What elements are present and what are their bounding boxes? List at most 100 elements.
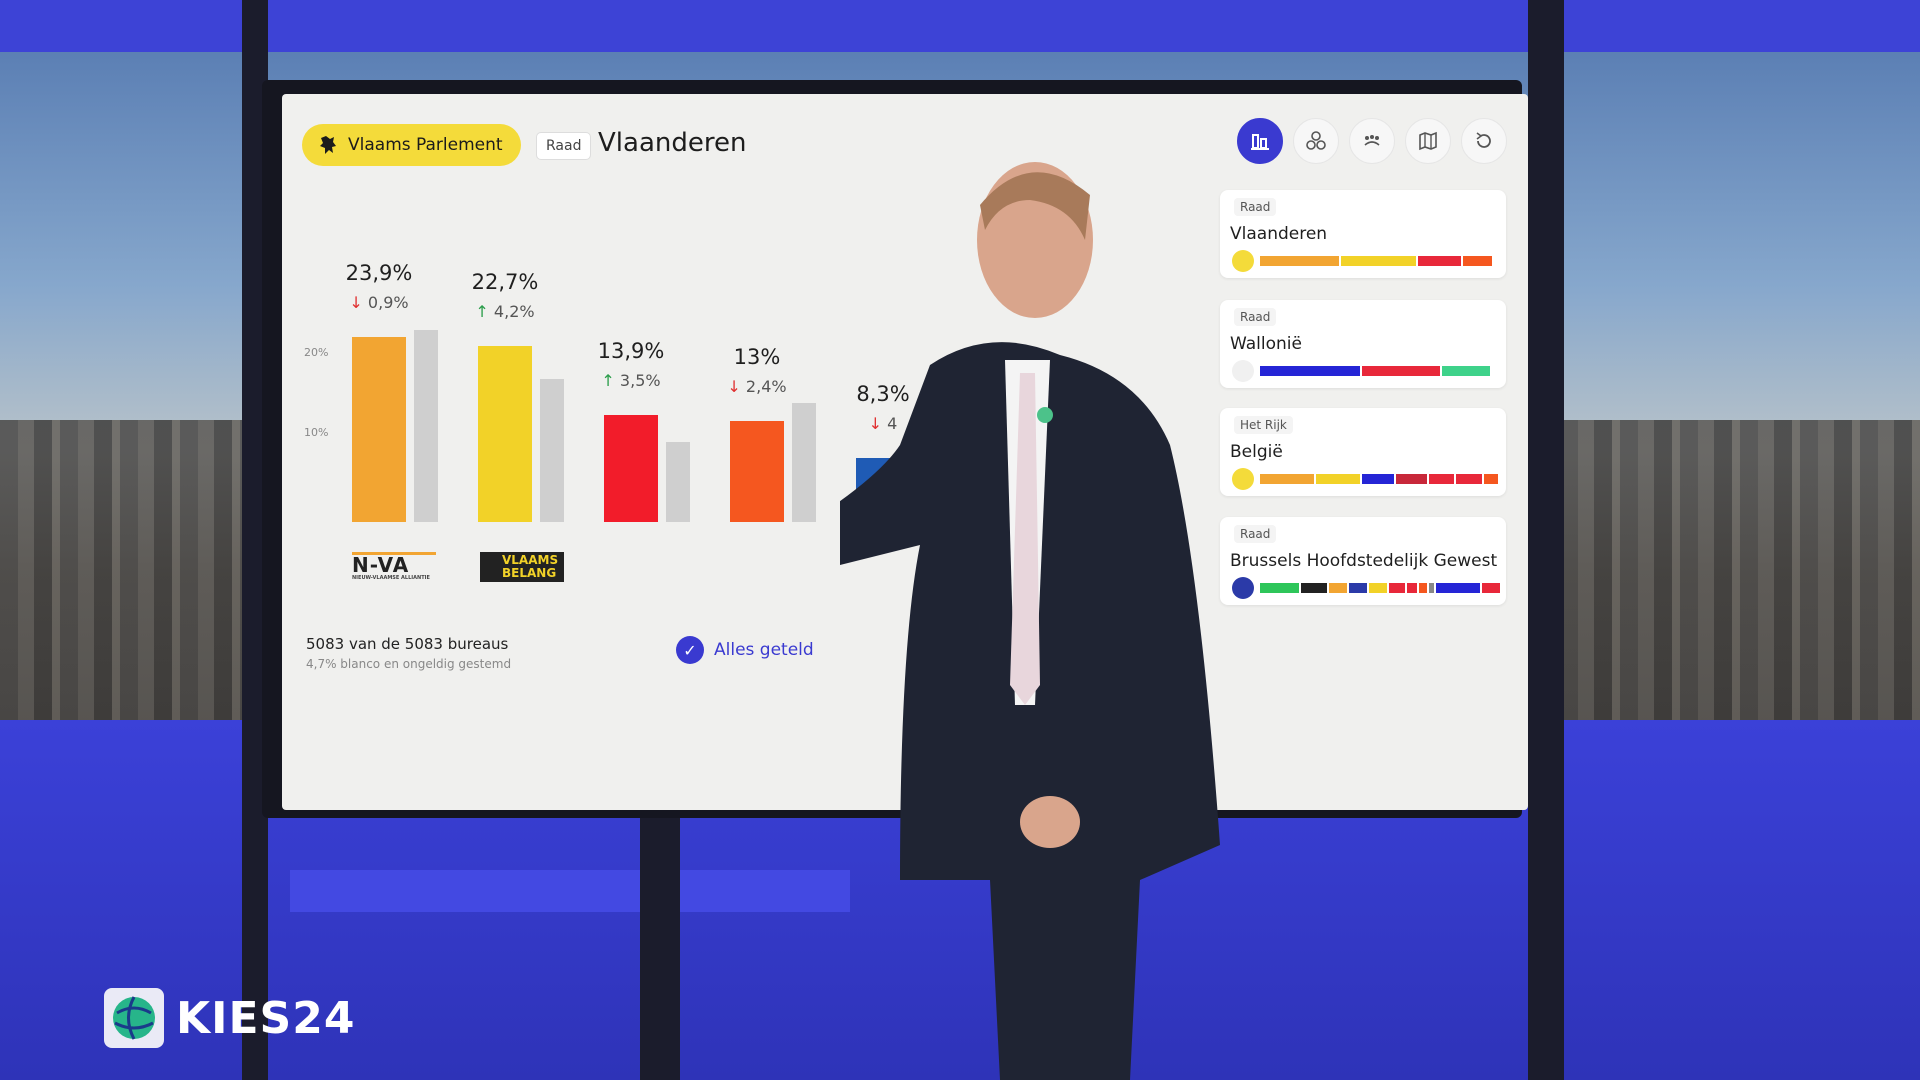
region-card[interactable]: Raad Wallonië	[1220, 300, 1506, 388]
seats-button[interactable]	[1349, 118, 1395, 164]
nva-logo-text: N-VA	[352, 552, 436, 575]
bar-value-label: 22,7%	[471, 270, 539, 295]
region-name: Wallonië	[1230, 334, 1302, 354]
change-value: 4,2%	[493, 302, 535, 322]
region-level-tag: Raad	[1234, 525, 1277, 543]
party-segment	[1428, 583, 1434, 593]
party-segment	[1315, 474, 1360, 484]
change-value: 2,4%	[745, 377, 787, 397]
bar-previous	[792, 402, 816, 522]
region-name: Brussels Hoofdstedelijk Gewest	[1230, 551, 1498, 571]
top-light-strip	[0, 0, 1920, 52]
change-value: 4	[887, 413, 898, 433]
bar-previous	[666, 441, 690, 522]
bar-current[interactable]	[604, 414, 658, 522]
change-value: 3,5%	[619, 370, 661, 390]
parliament-label: Vlaams Parlement	[348, 135, 503, 155]
arrow-down-icon: ↓	[868, 413, 888, 433]
bureaus-count: 5083 van de 5083 bureaus	[306, 635, 509, 653]
party-segment	[1428, 474, 1455, 484]
change-value: 0,9%	[367, 293, 409, 313]
vb-logo-line2: BELANG	[502, 566, 557, 580]
party-segment	[1417, 256, 1461, 266]
bar-current[interactable]	[352, 337, 406, 522]
seat-distribution-bar	[1260, 474, 1500, 484]
region-card[interactable]: Raad Brussels Hoofdstedelijk Gewest	[1220, 517, 1506, 605]
party-segment	[1418, 583, 1427, 593]
bar-chart-button[interactable]	[1237, 118, 1283, 164]
reset-button[interactable]	[1461, 118, 1507, 164]
party-segment	[1406, 583, 1417, 593]
coalition-button[interactable]	[1293, 118, 1339, 164]
region-name: België	[1230, 442, 1283, 462]
party-segment	[1368, 583, 1388, 593]
party-segment	[1481, 583, 1500, 593]
vb-logo-line1: VLAAMS	[502, 553, 559, 567]
party-segment	[1442, 366, 1490, 376]
arrow-down-icon: ↓	[349, 293, 368, 313]
region-level-tag: Raad	[1234, 198, 1277, 216]
bar-change-label: ↑ 3,5%	[586, 371, 676, 390]
party-segment	[1396, 474, 1427, 484]
map-button[interactable]	[1405, 118, 1451, 164]
seat-distribution-bar	[1260, 583, 1500, 593]
party-segment	[1348, 583, 1367, 593]
bar-previous	[414, 330, 438, 522]
bar-previous	[540, 378, 564, 522]
region-emblem-icon	[1232, 577, 1254, 599]
screen-stand	[640, 818, 680, 1080]
party-segment	[1389, 583, 1405, 593]
floor-light-stripe	[290, 870, 850, 912]
y-tick-label: 20%	[304, 346, 329, 359]
bar-value-label: 13%	[733, 345, 781, 370]
kies24-logo	[104, 988, 164, 1048]
check-icon: ✓	[676, 636, 704, 664]
coalition-icon	[1306, 131, 1326, 150]
region-emblem-icon	[1232, 250, 1254, 272]
parliament-selector[interactable]: Vlaams Parlement	[302, 124, 521, 166]
region-card[interactable]: Het Rijk België	[1220, 408, 1506, 496]
seat-distribution-bar	[1260, 256, 1500, 266]
region-card[interactable]: Raad Vlaanderen	[1220, 190, 1506, 278]
party-segment	[1456, 474, 1482, 484]
region-emblem-icon	[1232, 360, 1254, 382]
vlaams-belang-logo: VLAAMS BELANG	[480, 552, 564, 582]
kies24-wordmark: KIES24	[176, 992, 356, 1044]
bar-change-label: ↓ 0,9%	[334, 293, 424, 312]
bar-change-label: ↓ 4	[838, 414, 928, 433]
bar-value-label: 23,9%	[345, 261, 413, 286]
party-segment	[1361, 474, 1395, 484]
party-segment	[1483, 474, 1498, 484]
count-status: ✓ Alles geteld	[676, 636, 814, 664]
bar-current[interactable]	[478, 346, 532, 522]
region-level-tag: Raad	[1234, 308, 1277, 326]
y-tick-label: 10%	[304, 426, 329, 439]
party-segment	[1260, 256, 1340, 266]
bar-chart-icon	[1251, 134, 1269, 150]
presenter	[840, 162, 1220, 1080]
bar-current[interactable]	[730, 421, 784, 522]
party-segment	[1260, 474, 1314, 484]
seat-distribution-bar	[1260, 366, 1500, 376]
bar-change-label: ↓ 2,4%	[712, 377, 802, 396]
bar-change-label: ↑ 4,2%	[460, 302, 550, 321]
party-segment	[1462, 256, 1492, 266]
party-segment	[1362, 366, 1441, 376]
region-title: Vlaanderen	[598, 128, 747, 158]
nva-logo: N-VA NIEUW-VLAAMSE ALLIANTIE	[352, 552, 436, 581]
screen-pillar-right	[1528, 0, 1564, 1080]
seats-icon	[1364, 135, 1380, 146]
arrow-up-icon: ↑	[601, 370, 620, 390]
arrow-down-icon: ↓	[727, 377, 746, 397]
party-segment	[1341, 256, 1416, 266]
party-segment	[1328, 583, 1347, 593]
level-tag: Raad	[536, 132, 592, 160]
kies24-brand: KIES24	[104, 988, 355, 1048]
region-emblem-icon	[1232, 468, 1254, 490]
party-segment	[1260, 583, 1299, 593]
arrow-up-icon: ↑	[475, 302, 494, 322]
blanco-votes: 4,7% blanco en ongeldig gestemd	[306, 657, 512, 671]
party-segment	[1300, 583, 1327, 593]
view-toolbar	[1237, 118, 1507, 164]
globe-icon	[113, 996, 155, 1040]
